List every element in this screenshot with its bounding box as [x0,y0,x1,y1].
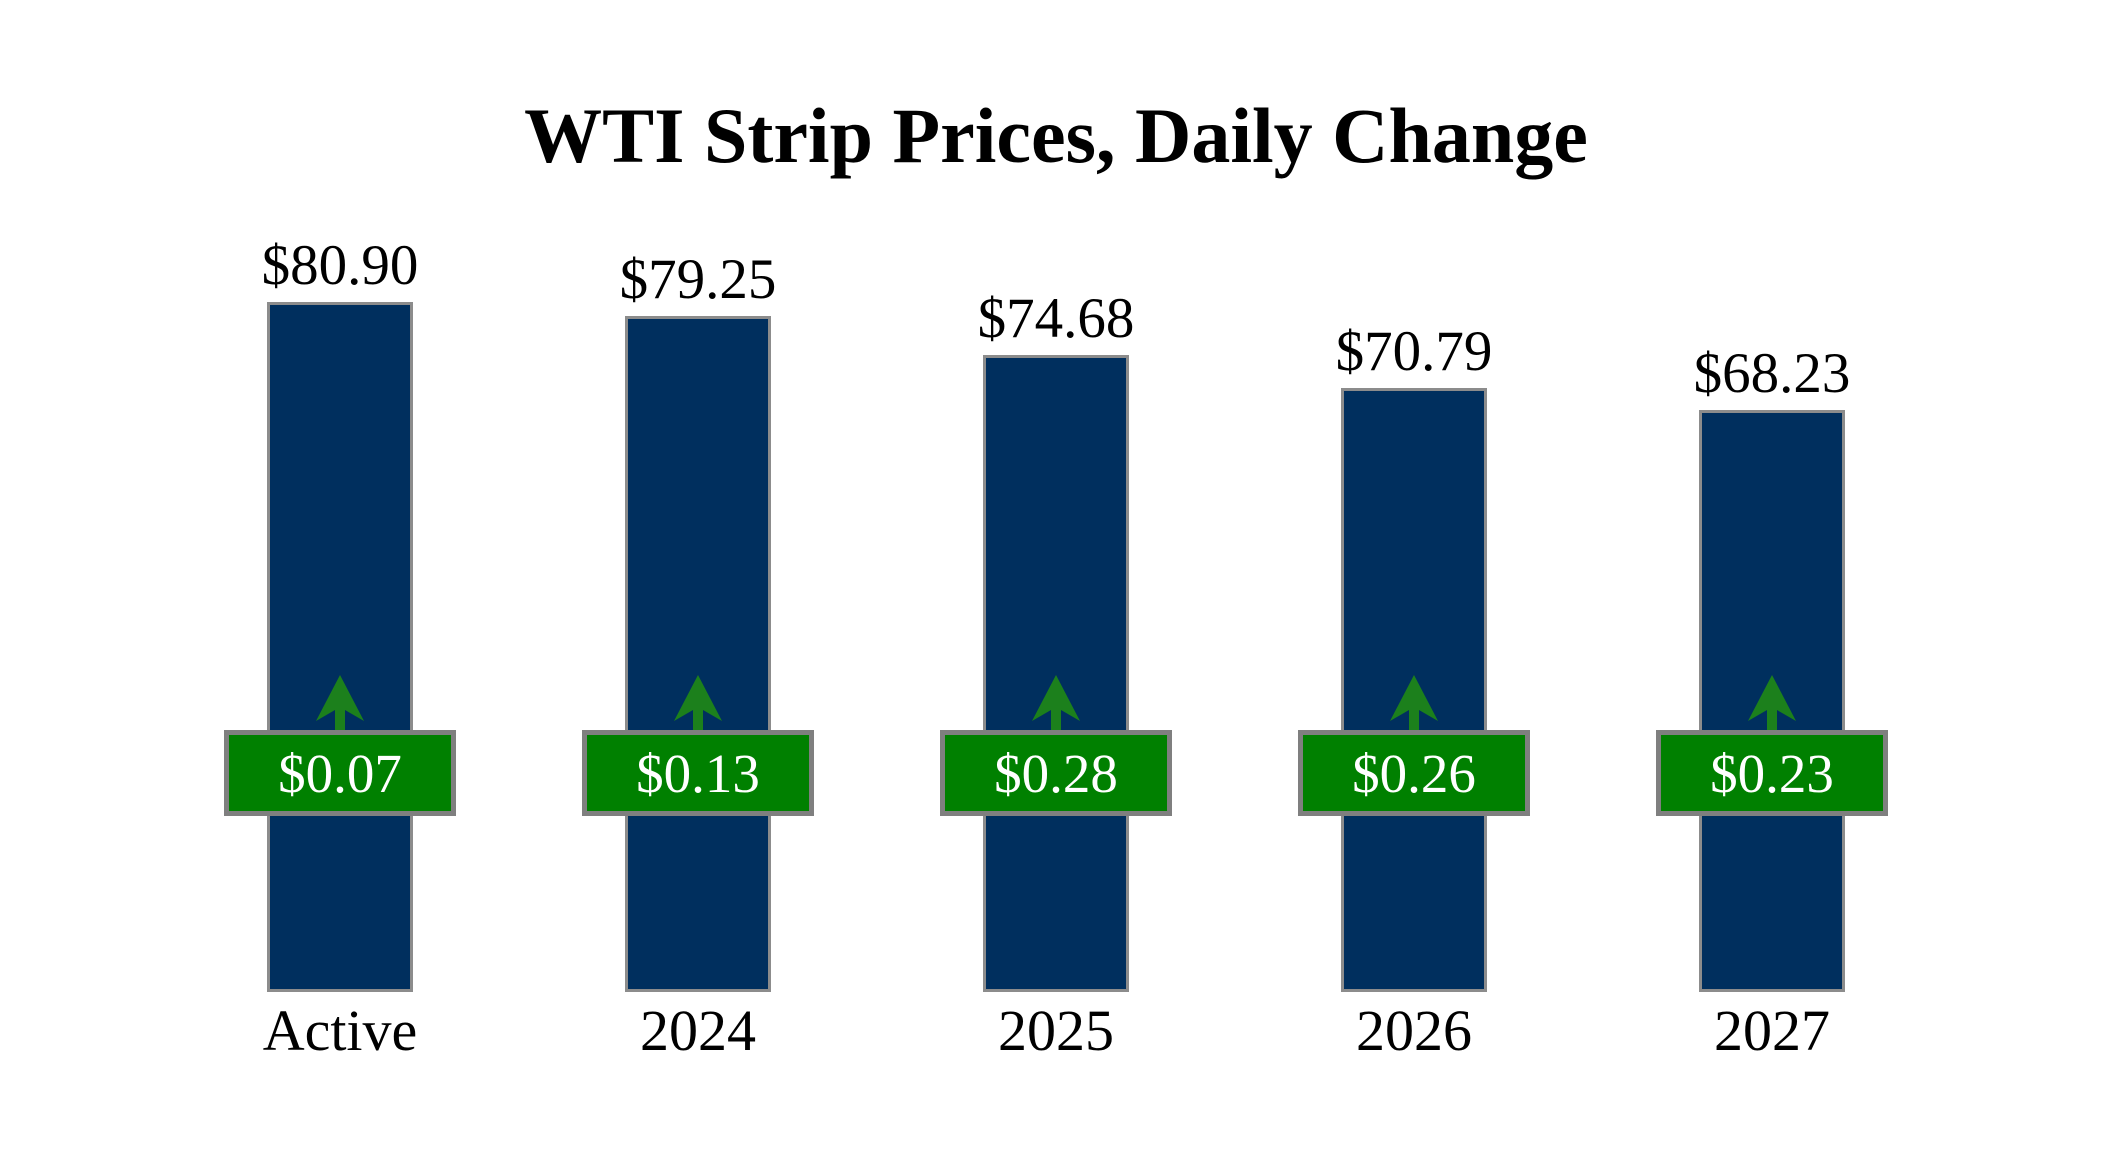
category-label-2026: 2026 [1356,998,1472,1063]
bar-2025 [983,355,1129,992]
bar-group-2026: $70.79 $0.26 2026 [1235,0,1593,1152]
up-arrow-icon [674,675,722,731]
daily-change-badge-2027: $0.23 [1656,730,1888,816]
price-label-2025: $74.68 [977,287,1135,350]
bar-group-2027: $68.23 $0.23 2027 [1593,0,1951,1152]
up-arrow-icon [316,675,364,731]
daily-change-badge-2025: $0.28 [940,730,1172,816]
bar-group-active: $80.90 $0.07 Active [161,0,519,1152]
category-label-2027: 2027 [1714,998,1830,1063]
category-label-active: Active [262,998,418,1063]
daily-change-badge-active: $0.07 [224,730,456,816]
price-label-active: $80.90 [261,234,419,297]
up-arrow-icon [1032,675,1080,731]
bar-group-2024: $79.25 $0.13 2024 [519,0,877,1152]
bar-2024 [625,316,771,992]
daily-change-badge-2026: $0.26 [1298,730,1530,816]
category-label-2025: 2025 [998,998,1114,1063]
price-label-2027: $68.23 [1693,342,1851,405]
price-label-2026: $70.79 [1335,320,1493,383]
daily-change-badge-2024: $0.13 [582,730,814,816]
chart-title: WTI Strip Prices, Daily Change [524,92,1588,179]
category-label-2024: 2024 [640,998,756,1063]
up-arrow-icon [1748,675,1796,731]
bar-active [267,302,413,992]
up-arrow-icon [1390,675,1438,731]
bar-group-2025: $74.68 $0.28 2025 [877,0,1235,1152]
price-label-2024: $79.25 [619,248,777,311]
